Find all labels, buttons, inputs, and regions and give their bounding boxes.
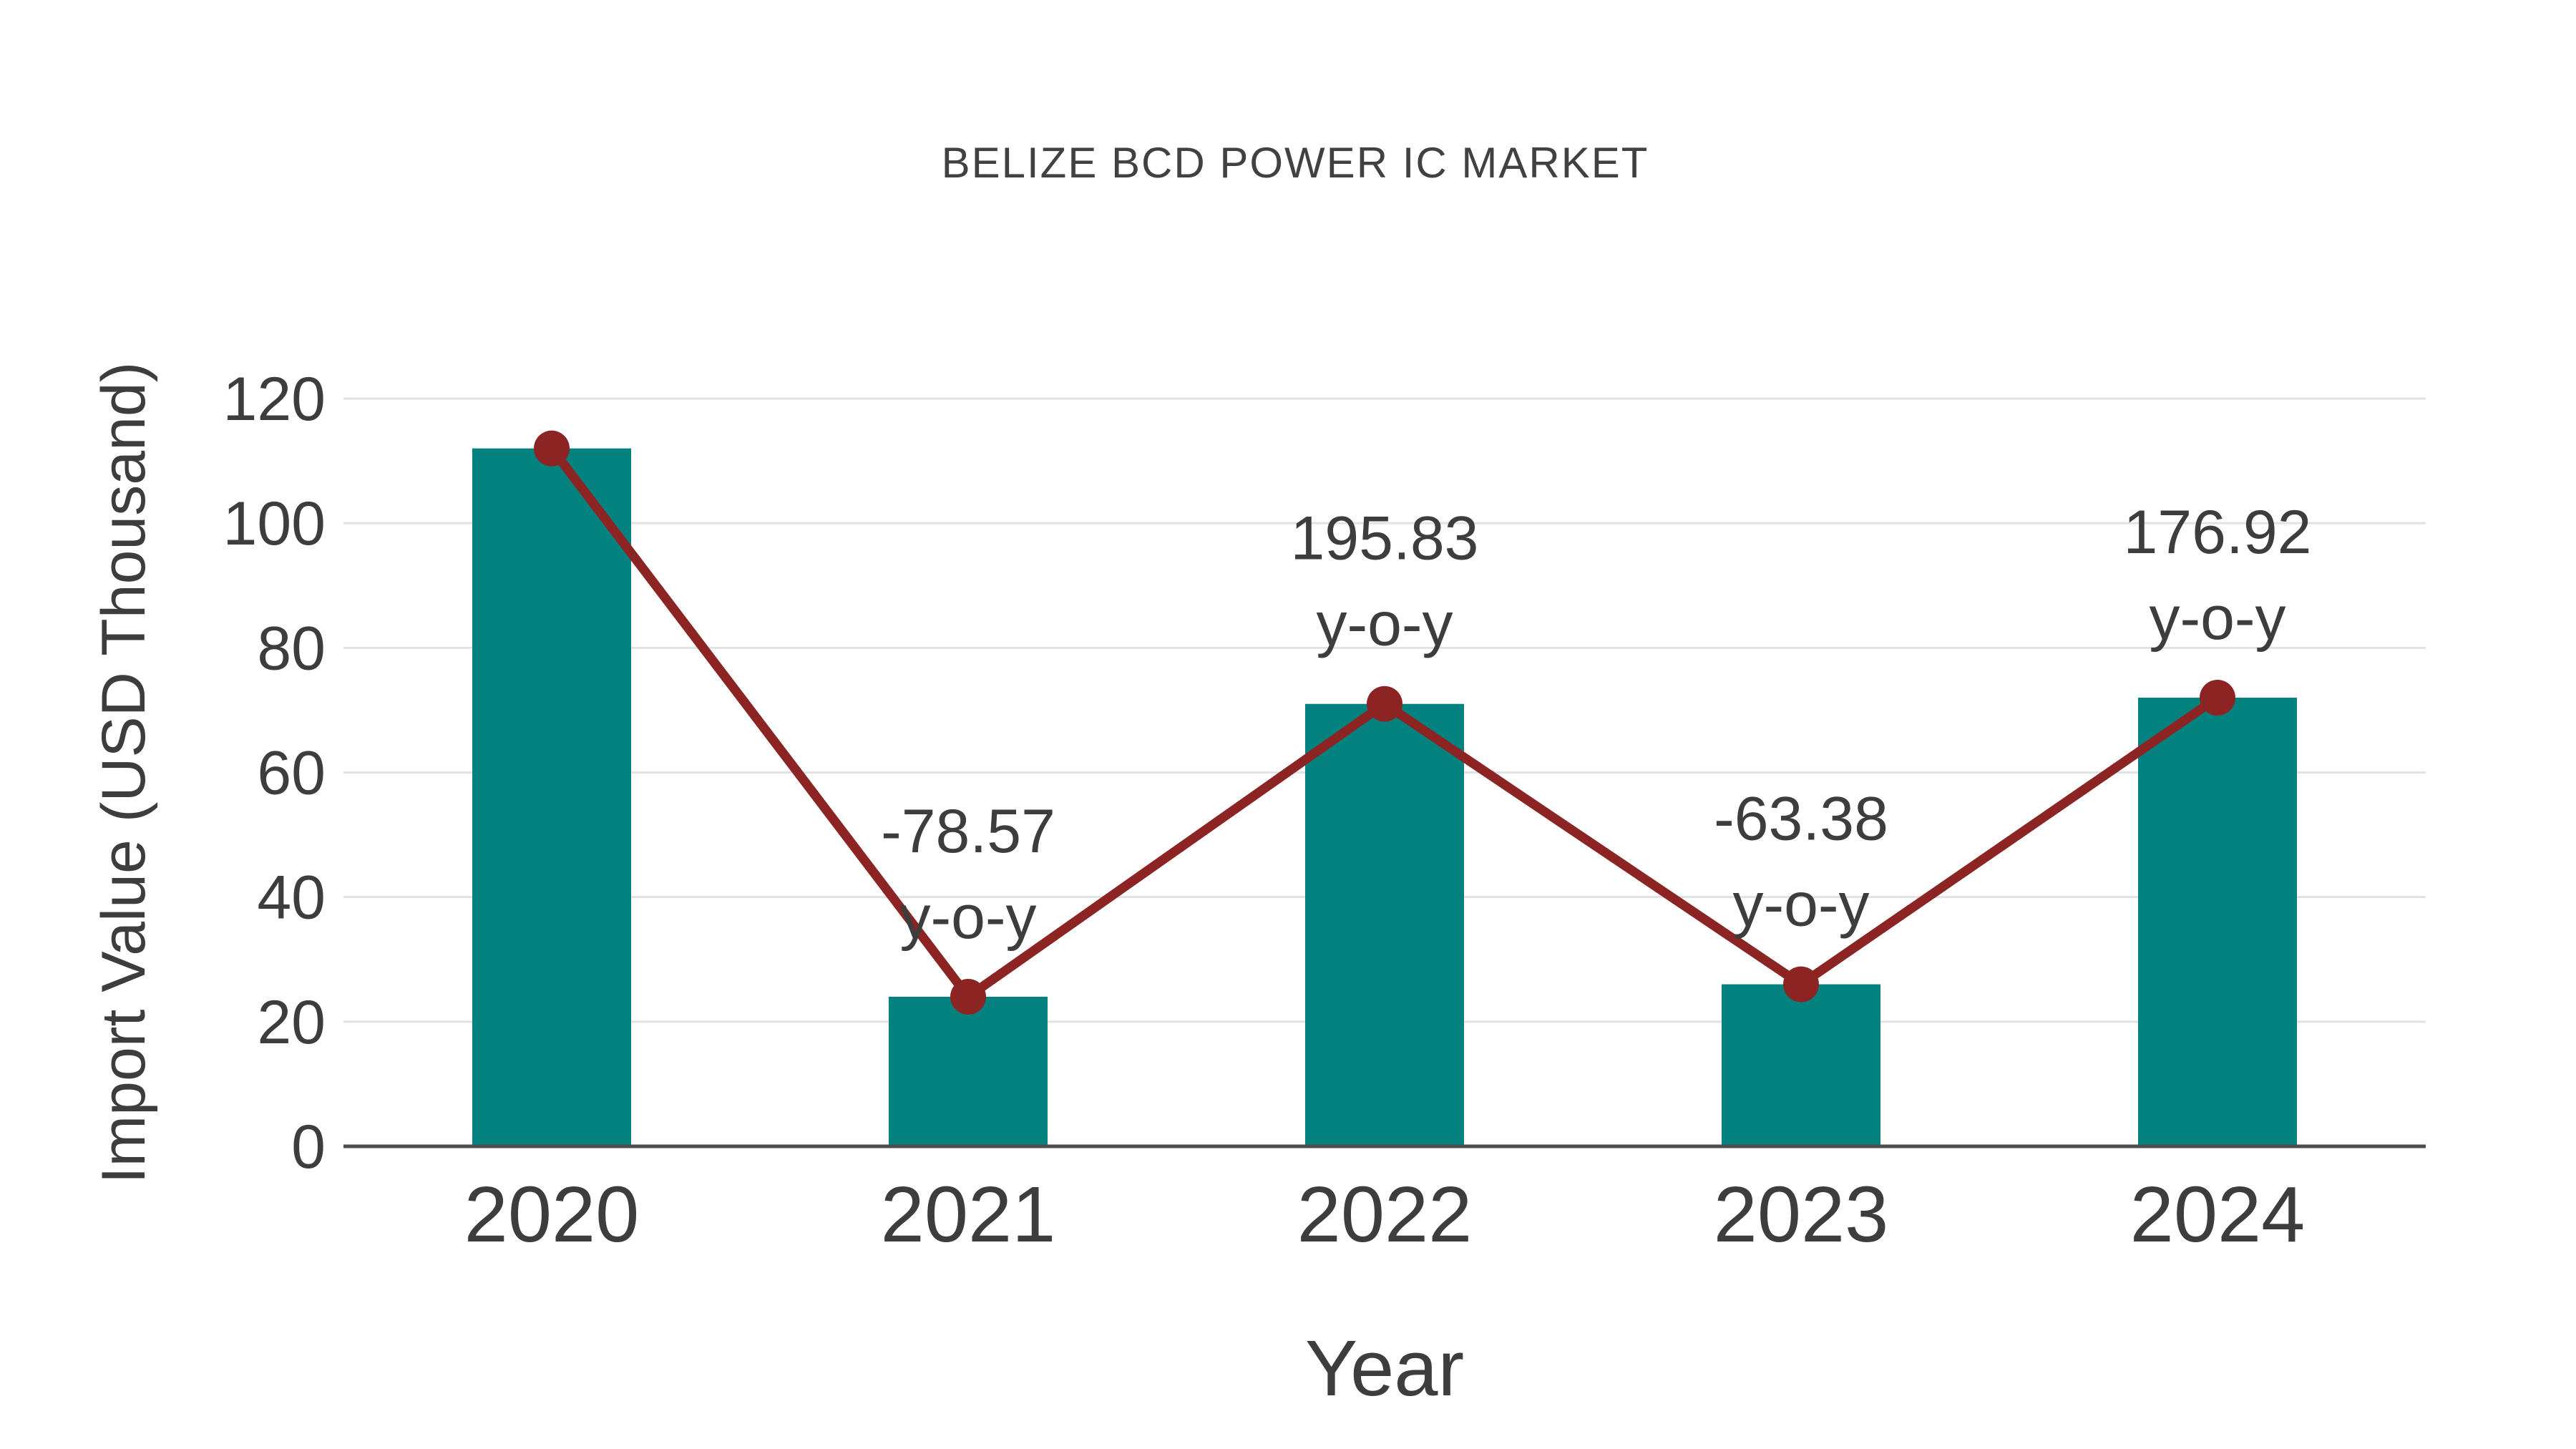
y-tick-label-40: 40 [257,864,326,932]
y-tick-label-0: 0 [291,1113,326,1181]
annotation-2022-label: y-o-y [1316,590,1453,659]
annotation-2021-label: y-o-y [899,883,1036,952]
bar-2020 [472,448,631,1146]
x-tick-label-2022: 2022 [1297,1171,1473,1259]
bar-2023 [1722,984,1880,1146]
y-tick-labels: 0 20 40 60 80 100 120 [223,365,326,1181]
bar-2022 [1305,703,1464,1146]
y-tick-label-20: 20 [257,988,326,1057]
y-tick-label-80: 80 [257,614,326,683]
y-tick-label-60: 60 [257,739,326,808]
x-tick-label-2021: 2021 [881,1171,1056,1259]
y-tick-label-100: 100 [223,489,326,558]
annotation-2021-value: -78.57 [881,797,1055,866]
x-tick-label-2024: 2024 [2130,1171,2306,1259]
y-tick-label-120: 120 [223,365,326,434]
annotation-2024-value: 176.92 [2123,498,2311,567]
y-axis-title: Import Value (USD Thousand) [89,362,158,1184]
chart-title: BELIZE BCD POWER IC MARKET [942,139,1649,187]
annotations: -78.57 y-o-y 195.83 y-o-y -63.38 y-o-y 176.92 y… [881,498,2311,952]
annotation-2023-value: -63.38 [1714,785,1888,854]
annotation-2023-label: y-o-y [1732,871,1869,940]
x-tick-label-2020: 2020 [464,1171,640,1259]
trend-marker-2020 [534,430,570,467]
bar-2021 [889,997,1048,1146]
trend-marker-2021 [950,979,986,1015]
x-tick-label-2023: 2023 [1714,1171,1889,1259]
annotation-2024-label: y-o-y [2149,584,2285,653]
trend-marker-2022 [1367,686,1402,722]
trend-marker-2024 [2200,680,2235,716]
bars [472,448,2297,1146]
x-tick-labels: 2020 2021 2022 2023 2024 [464,1171,2306,1259]
bar-2024 [2138,698,2297,1146]
trend-marker-2023 [1783,966,1819,1002]
trend-markers [534,430,2235,1015]
annotation-2022-value: 195.83 [1290,504,1478,573]
x-axis-title: Year [1305,1324,1464,1413]
